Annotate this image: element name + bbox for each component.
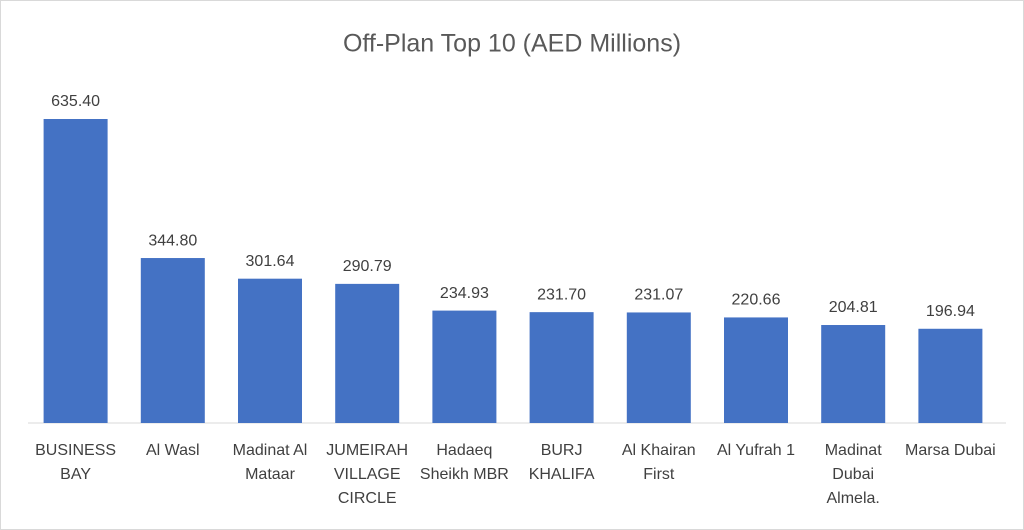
bar — [529, 312, 594, 423]
bar — [335, 283, 400, 423]
x-tick-label: BUSINESS BAY — [35, 442, 117, 483]
data-label: 196.94 — [926, 303, 975, 320]
data-label: 301.64 — [246, 253, 295, 270]
x-tick-label: BURJ KHALIFA — [528, 442, 595, 483]
data-label: 220.66 — [732, 292, 781, 309]
x-tick-label: Al Yufrah 1 — [717, 442, 795, 459]
bar — [724, 317, 788, 423]
data-label: 231.07 — [634, 287, 683, 304]
data-label: 344.80 — [148, 232, 197, 249]
chart-title: Off-Plan Top 10 (AED Millions) — [343, 30, 681, 58]
data-label: 204.81 — [829, 299, 878, 316]
bar — [43, 119, 108, 423]
data-label: 635.40 — [51, 93, 100, 110]
x-tick-label: Madinat Dubai Almela. — [824, 442, 882, 507]
data-label: 234.93 — [440, 285, 489, 302]
x-tick-label: Al Wasl — [145, 442, 200, 459]
x-tick-label: Al Khairan First — [621, 442, 696, 483]
bar — [140, 258, 205, 423]
bar — [821, 325, 886, 423]
bar — [918, 328, 983, 423]
bar — [432, 310, 497, 423]
x-tick-label: Madinat Al Mataar — [232, 442, 308, 483]
bar — [238, 278, 302, 423]
bar — [626, 312, 691, 423]
x-tick-label: JUMEIRAH VILLAGE CIRCLE — [326, 442, 409, 507]
x-tick-label: Marsa Dubai — [905, 442, 996, 459]
data-label: 231.70 — [537, 286, 586, 303]
x-tick-label: Hadaeq Sheikh MBR — [419, 442, 509, 483]
data-label: 290.79 — [343, 258, 392, 275]
